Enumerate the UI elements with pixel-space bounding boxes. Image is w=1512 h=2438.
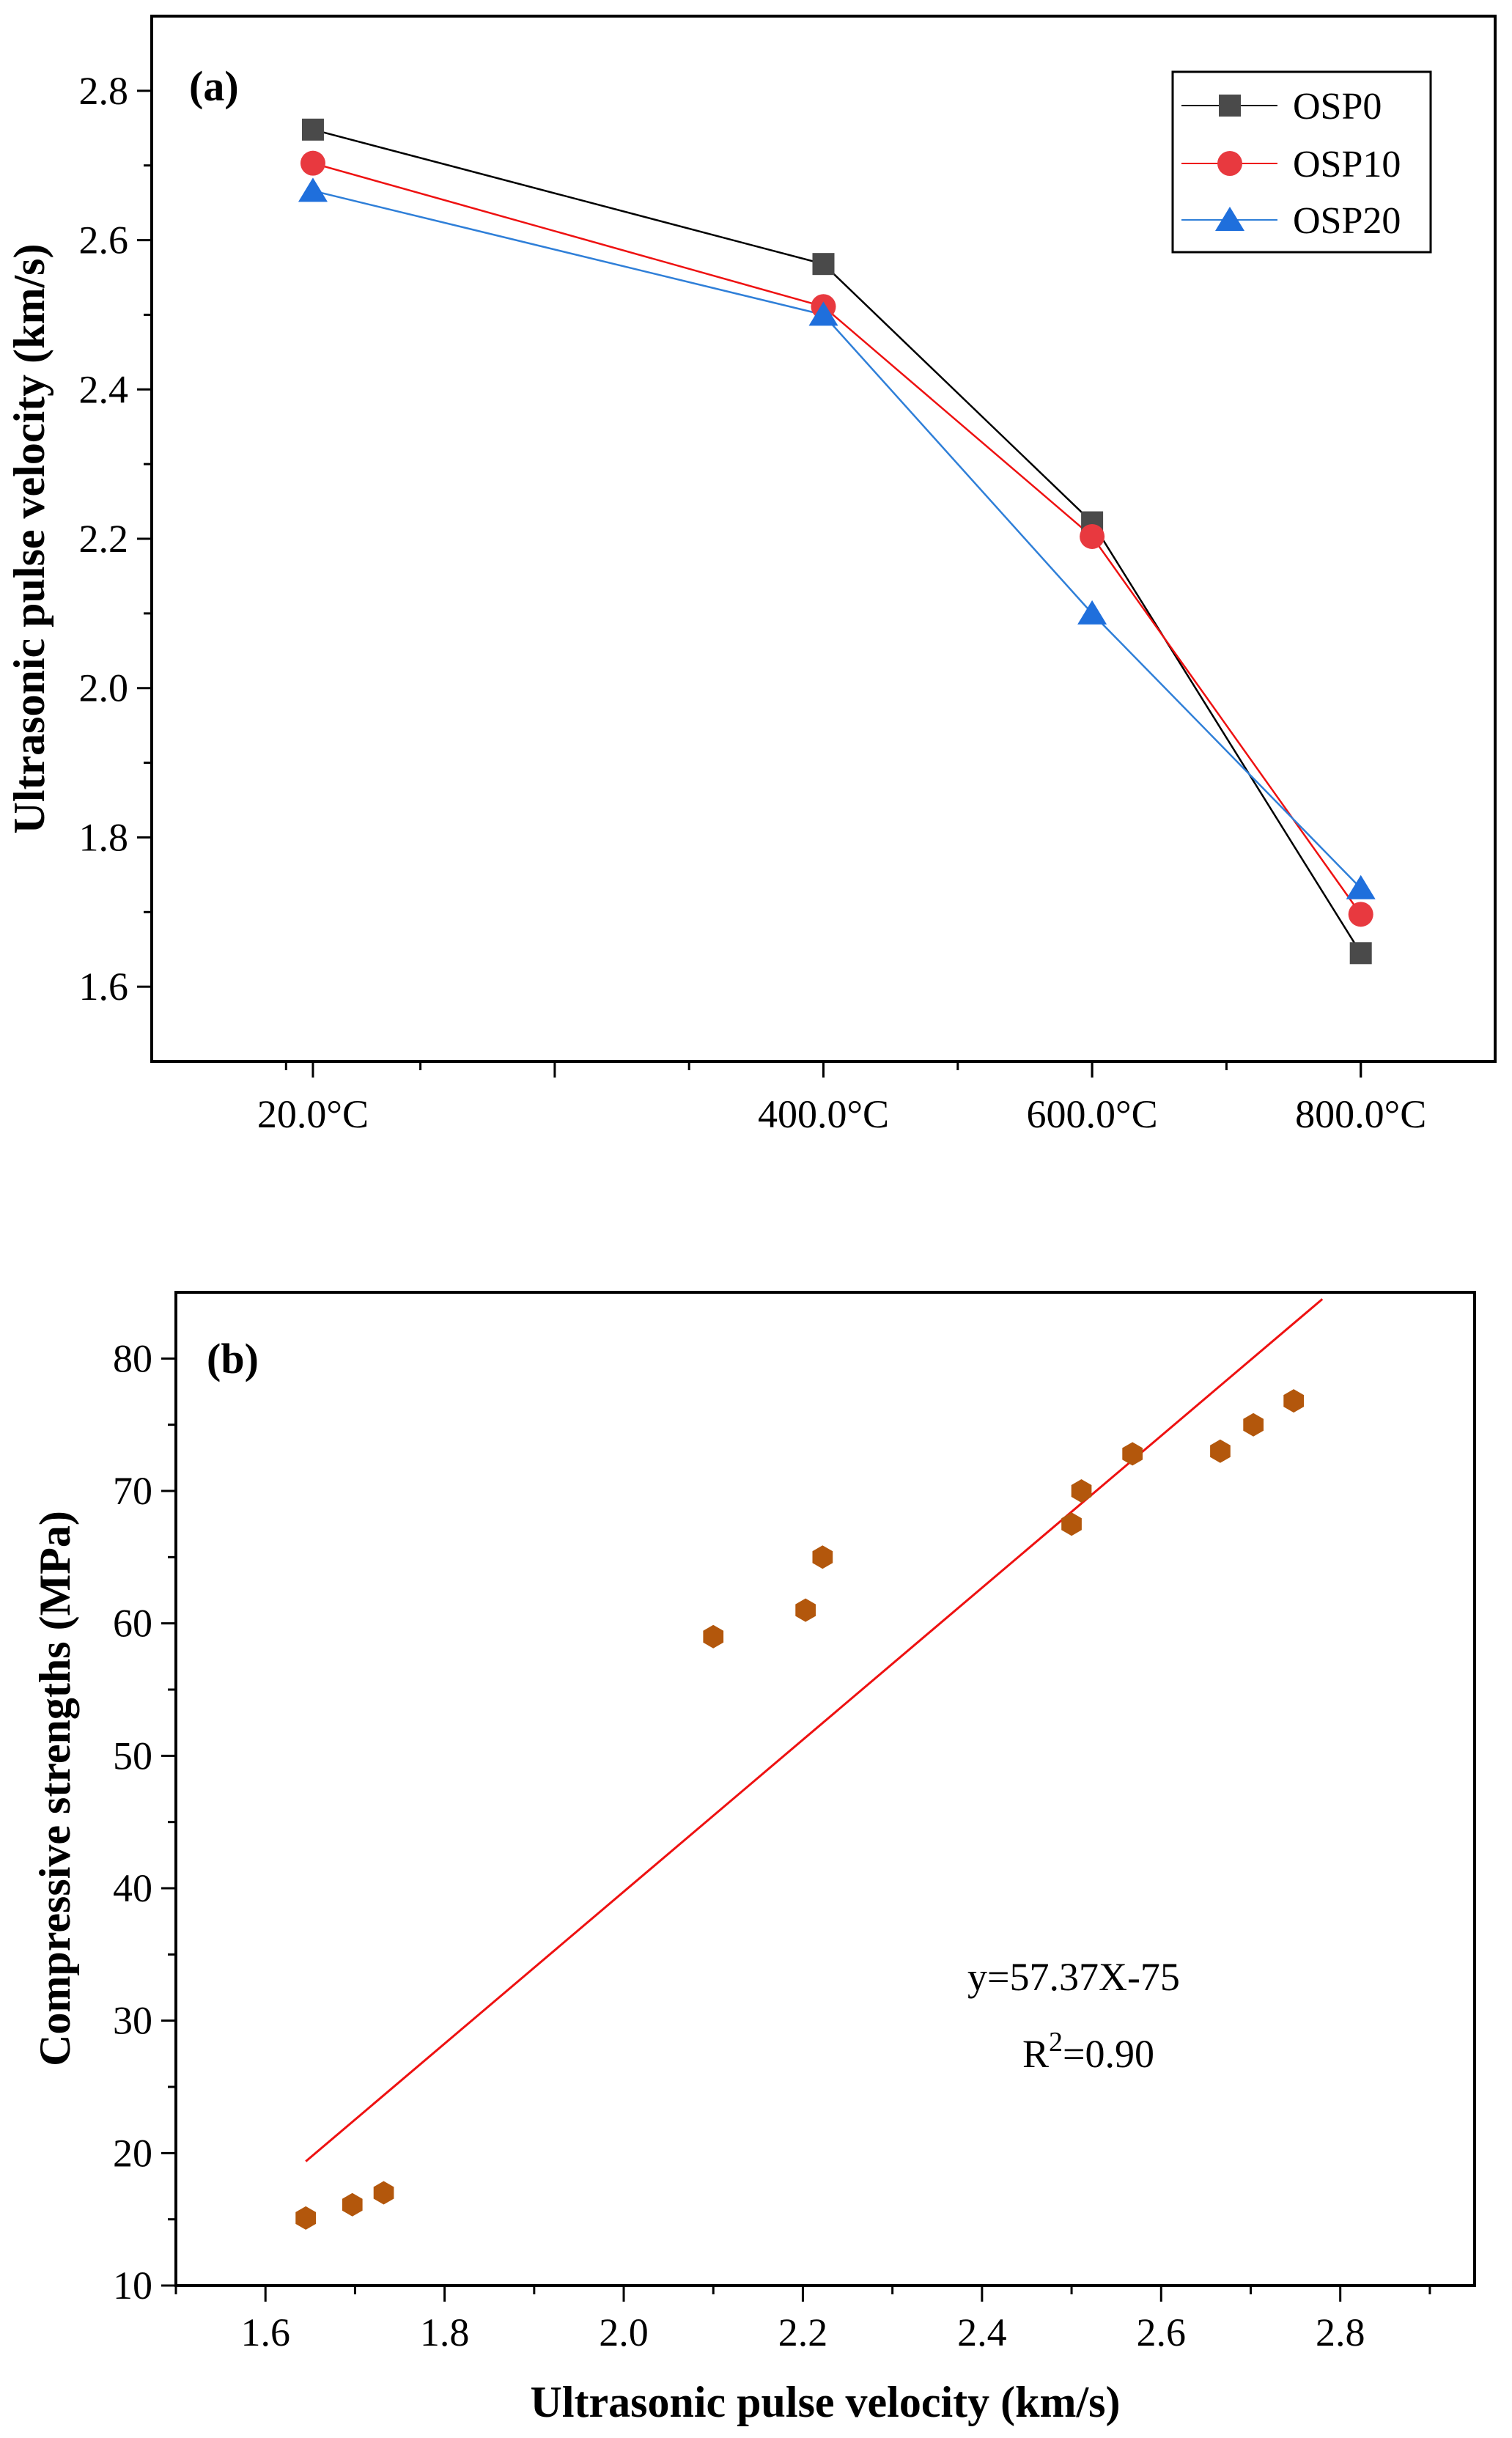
x-tick-label: 800.0°C <box>1295 1092 1426 1136</box>
panel-b-x-axis-title: Ultrasonic pulse velocity (km/s) <box>531 2378 1121 2426</box>
y-tick-label: 1.6 <box>79 965 129 1009</box>
x-tick-label: 2.8 <box>1316 2310 1365 2354</box>
y-tick-label: 2.0 <box>79 666 129 710</box>
scatter-point <box>1243 1413 1264 1437</box>
y-tick-label: 50 <box>113 1734 152 1778</box>
r-squared: R2=0.90 <box>1022 2027 1154 2076</box>
y-tick-label: 80 <box>113 1336 152 1380</box>
scatter-point <box>703 1624 724 1649</box>
scatter-point <box>795 1598 816 1622</box>
data-point-osp0 <box>1349 942 1372 965</box>
data-point-osp20 <box>808 301 838 326</box>
data-point-osp20 <box>1077 600 1107 625</box>
series-line-osp20 <box>312 190 1362 889</box>
scatter-point <box>373 2181 394 2205</box>
y-tick-label: 2.4 <box>79 367 129 411</box>
series-line-osp0 <box>312 128 1362 954</box>
x-tick-label: 2.2 <box>778 2310 828 2354</box>
scatter-point <box>295 2206 317 2230</box>
panel-a-y-axis-title: Ultrasonic pulse velocity (km/s) <box>5 244 54 834</box>
scatter-point <box>342 2192 363 2217</box>
y-tick-label: 40 <box>113 1866 152 1910</box>
panel-a-series <box>298 118 1376 965</box>
scatter-point <box>1283 1389 1304 1413</box>
scatter-point <box>1210 1439 1231 1463</box>
data-point-osp10 <box>1348 902 1373 927</box>
y-tick-label: 10 <box>113 2264 152 2308</box>
fit-line <box>305 1298 1324 2162</box>
r-squared-suffix: =0.90 <box>1063 2032 1154 2076</box>
legend-label-osp0: OSP0 <box>1293 86 1382 128</box>
panel-b-y-axis-title: Compressive strengths (MPa) <box>31 1511 79 2066</box>
legend-label-osp10: OSP10 <box>1293 144 1401 185</box>
panel-b-x-axis: 1.6 1.8 2.0 2.2 2.4 2.6 2.8 <box>174 2286 1431 2354</box>
series-line-osp10 <box>312 162 1362 916</box>
y-tick-label: 60 <box>113 1602 152 1646</box>
panel-a-y-axis: 1.6 1.8 2.0 2.2 2.4 2.6 2.8 <box>79 69 152 1009</box>
panel-b-label: (b) <box>207 1335 259 1382</box>
panel-b-points <box>295 1389 1304 2230</box>
data-point-osp0 <box>301 118 324 141</box>
y-tick-label: 2.6 <box>79 218 129 262</box>
x-tick-label: 2.0 <box>599 2310 649 2354</box>
x-tick-label: 400.0°C <box>758 1092 889 1136</box>
y-tick-label: 1.8 <box>79 815 129 859</box>
x-tick-label: 600.0°C <box>1027 1092 1158 1136</box>
panel-a-line-chart: (a) 1.6 1.8 2.0 2.2 2.4 2.6 2.8 20.0°C 400.0°C 6… <box>5 15 1497 1136</box>
legend-marker-osp0 <box>1219 95 1241 117</box>
scatter-point <box>1122 1442 1143 1466</box>
y-tick-label: 30 <box>113 1999 152 2043</box>
scatter-point <box>1061 1512 1082 1536</box>
data-point-osp20 <box>298 177 328 202</box>
panel-a-x-axis: 20.0°C 400.0°C 600.0°C 800.0°C <box>257 1061 1426 1136</box>
r-squared-prefix: R <box>1022 2032 1049 2076</box>
x-tick-label: 20.0°C <box>257 1092 369 1136</box>
legend-label-osp20: OSP20 <box>1293 200 1401 242</box>
legend-box <box>1171 70 1432 254</box>
x-tick-label: 2.4 <box>957 2310 1007 2354</box>
panel-b-scatter-chart: (b) 10 20 30 40 50 60 70 80 1.6 1.8 2.0 2.2 2.4 2.6 2… <box>31 1291 1476 2426</box>
y-tick-label: 20 <box>113 2131 152 2175</box>
panel-b-frame <box>174 1291 1476 2287</box>
x-tick-label: 1.8 <box>420 2310 470 2354</box>
panel-b-y-axis: 10 20 30 40 50 60 70 80 <box>113 1336 176 2308</box>
y-tick-label: 2.2 <box>79 517 129 561</box>
data-point-osp10 <box>300 150 325 176</box>
panel-a-label: (a) <box>189 62 239 110</box>
legend-marker-osp10 <box>1217 151 1242 176</box>
data-point-osp20 <box>1346 874 1376 899</box>
panel-a-legend: OSP0 OSP10 OSP20 <box>1171 70 1432 254</box>
legend-marker-osp20 <box>1215 207 1244 231</box>
y-tick-label: 70 <box>113 1469 152 1513</box>
x-tick-label: 1.6 <box>240 2310 290 2354</box>
y-tick-label: 2.8 <box>79 69 129 113</box>
fit-equation: y=57.37X-75 <box>967 1955 1180 1999</box>
r-squared-exponent: 2 <box>1049 2027 1063 2058</box>
data-point-osp0 <box>812 253 835 276</box>
scatter-point <box>1071 1479 1092 1503</box>
scatter-point <box>812 1545 833 1569</box>
data-point-osp10 <box>1080 523 1105 549</box>
x-tick-label: 2.6 <box>1137 2310 1187 2354</box>
